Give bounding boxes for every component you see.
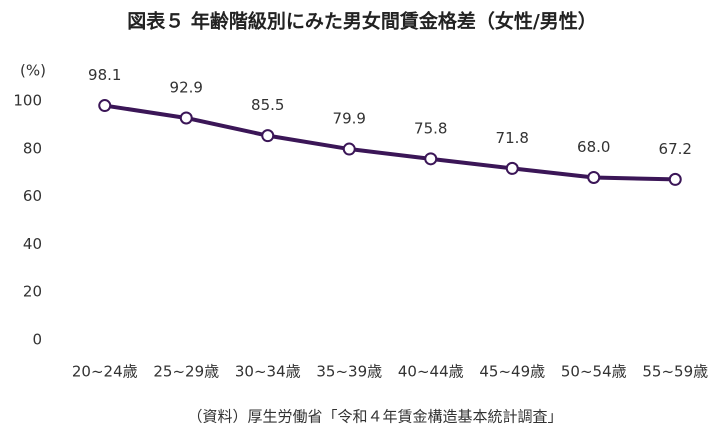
data-point [424, 152, 438, 166]
y-tick-label: 60 [23, 187, 42, 205]
data-point [261, 129, 275, 143]
chart-title: 図表５ 年齢階級別にみた男女間賃金格差（女性/男性） [127, 10, 597, 33]
data-label: 75.8 [414, 119, 447, 137]
data-label: 98.1 [88, 66, 121, 84]
x-tick-label: 25~29歳 [153, 363, 219, 381]
source-note: （資料）厚生労働省「令和４年賃金構造基本統計調査」 [187, 408, 562, 426]
y-tick-label: 0 [32, 331, 42, 349]
data-label: 71.8 [496, 129, 529, 147]
data-point [587, 170, 601, 184]
data-point [179, 111, 193, 125]
data-label: 79.9 [333, 110, 366, 128]
x-tick-label: 50~54歳 [561, 363, 627, 381]
x-tick-label: 35~39歳 [316, 363, 382, 381]
data-label: 92.9 [170, 78, 203, 96]
data-point [342, 142, 356, 156]
y-tick-label: 80 [23, 139, 42, 157]
data-label: 68.0 [577, 138, 610, 156]
data-label: 85.5 [251, 96, 284, 114]
x-tick-label: 40~44歳 [398, 363, 464, 381]
data-point [505, 161, 519, 175]
x-tick-label: 55~59歳 [642, 363, 708, 381]
y-unit: (%) [20, 62, 46, 80]
data-label: 67.2 [659, 140, 692, 158]
data-point [98, 99, 112, 113]
data-line [104, 103, 676, 182]
x-tick-label: 30~34歳 [235, 363, 301, 381]
x-tick-label: 20~24歳 [72, 363, 138, 381]
y-tick-label: 100 [13, 92, 42, 110]
y-tick-label: 40 [23, 235, 42, 253]
data-point [668, 172, 682, 186]
x-tick-label: 45~49歳 [479, 363, 545, 381]
y-tick-label: 20 [23, 283, 42, 301]
